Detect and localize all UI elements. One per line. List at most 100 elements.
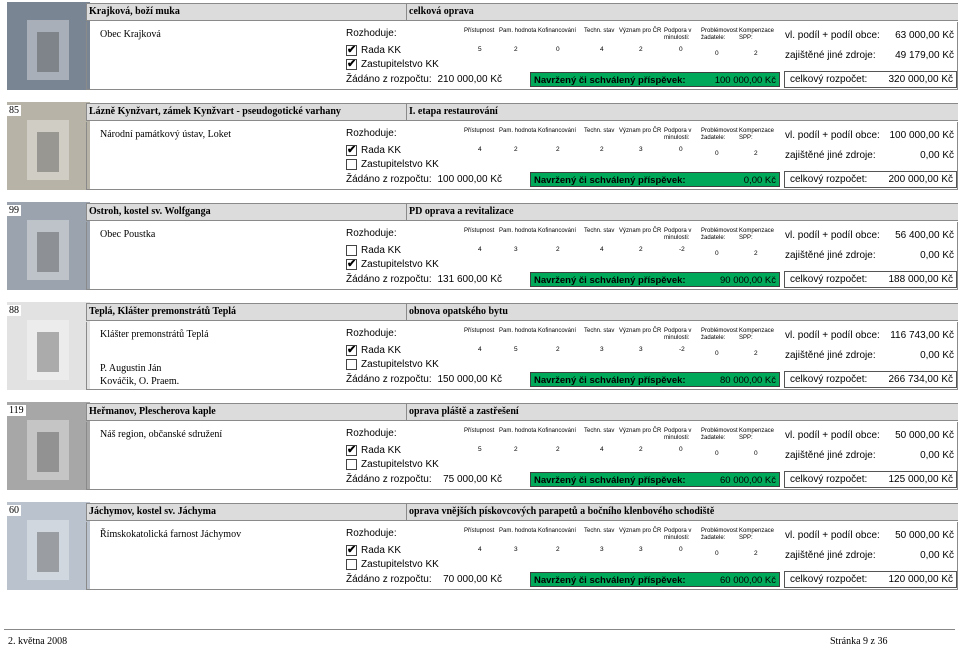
criterion-header: Techn. stav [584, 28, 615, 34]
criterion-score: 0 [679, 46, 683, 53]
decision-zastupitelstvo-row: Zastupitelstvo KK [346, 359, 439, 370]
rada-label: Rada KK [361, 145, 402, 156]
zastupitelstvo-checkbox[interactable] [346, 559, 357, 570]
own-share-label: vl. podíl + podíl obce: [785, 230, 880, 241]
criterion-header: Podpora v minulosti: [664, 228, 692, 241]
requested-label: Žádáno z rozpočtu: [346, 474, 432, 485]
criterion-score: 4 [600, 46, 604, 53]
zastupitelstvo-checkbox[interactable] [346, 57, 357, 70]
decision-rada-row: Rada KK [346, 343, 401, 356]
record-frame [86, 322, 958, 390]
criterion-header: Problémovost žadatele: [701, 228, 738, 241]
criterion-header: Přístupnost [464, 428, 495, 434]
criterion-score: 2 [556, 446, 560, 453]
rada-checkbox[interactable] [346, 143, 357, 156]
criterion-header: Kofinancování [538, 328, 577, 334]
zastupitelstvo-checkbox[interactable] [346, 459, 357, 470]
rada-checkbox[interactable] [346, 43, 357, 56]
criterion-header: Význam pro ČR [619, 128, 662, 134]
total-budget-label: celkový rozpočet: [790, 574, 868, 585]
requested-amount: 210 000,00 Kč [437, 74, 503, 85]
rada-checkbox[interactable] [346, 543, 357, 556]
criterion-score: 5 [478, 446, 482, 453]
criterion-header: Problémovost žadatele: [701, 28, 738, 41]
criterion-header: Pam. hodnota [499, 128, 537, 134]
proposed-label: Navržený či schválený příspěvek: [534, 375, 686, 386]
proposed-label: Navržený či schválený příspěvek: [534, 475, 686, 486]
requested-label: Žádáno z rozpočtu: [346, 74, 432, 85]
criterion-header: Pam. hodnota [499, 328, 537, 334]
proposed-label: Navržený či schválený příspěvek: [534, 175, 686, 186]
decides-label: Rozhoduje: [346, 28, 397, 39]
criterion-score: 2 [556, 546, 560, 553]
criterion-score: 0 [679, 146, 683, 153]
criterion-header: Techn. stav [584, 228, 615, 234]
rada-label: Rada KK [361, 545, 402, 556]
record-frame [86, 122, 958, 190]
zastupitelstvo-label: Zastupitelstvo KK [361, 159, 439, 170]
criterion-header: Kofinancování [538, 28, 577, 34]
monument-photo [7, 202, 90, 290]
monument-photo [7, 502, 90, 590]
decision-rada-row: Rada KK [346, 443, 401, 456]
proposed-contribution-bar: Navržený či schválený příspěvek: 0,00 Kč [530, 172, 780, 187]
rada-checkbox[interactable] [346, 245, 357, 256]
rada-checkbox[interactable] [346, 343, 357, 356]
total-budget-box: celkový rozpočet: 320 000,00 Kč [784, 71, 957, 88]
proposed-contribution-bar: Navržený či schválený příspěvek: 90 000,0… [530, 272, 780, 287]
criterion-header: Pam. hodnota [499, 428, 537, 434]
criterion-header: Pam. hodnota [499, 28, 537, 34]
footer-page-number: Stránka 9 z 36 [830, 636, 888, 647]
own-share-label: vl. podíl + podíl obce: [785, 130, 880, 141]
record-number: 99 [7, 205, 21, 216]
criterion-score: 2 [514, 46, 518, 53]
criterion-score: 3 [639, 146, 643, 153]
decides-label: Rozhoduje: [346, 528, 397, 539]
zastupitelstvo-checkbox[interactable] [346, 359, 357, 370]
monument-name-header: Ostroh, kostel sv. Wolfganga [86, 203, 406, 221]
criterion-score: 2 [556, 246, 560, 253]
monument-name-header: Jáchymov, kostel sv. Jáchyma [86, 503, 406, 521]
total-budget-label: celkový rozpočet: [790, 374, 868, 385]
criterion-header: Kompenzace SPP: [739, 528, 775, 541]
requested-label: Žádáno z rozpočtu: [346, 374, 432, 385]
other-sources-amount: 0,00 Kč [920, 350, 954, 361]
decision-rada-row: Rada KK [346, 543, 402, 556]
total-budget-box: celkový rozpočet: 266 734,00 Kč [784, 371, 957, 388]
criterion-header: Techn. stav [584, 528, 615, 534]
footer-divider [4, 629, 955, 630]
record-block: 99 Ostroh, kostel sv. Wolfganga PD oprava … [4, 200, 958, 294]
criterion-score: 4 [478, 546, 482, 553]
total-budget-amount: 200 000,00 Kč [888, 174, 954, 185]
criterion-score: 0 [715, 250, 719, 257]
rada-checkbox[interactable] [346, 443, 357, 456]
rada-label: Rada KK [361, 245, 402, 256]
requested-amount: 131 600,00 Kč [437, 274, 503, 285]
own-share-amount: 50 000,00 Kč [895, 530, 954, 541]
requested-label: Žádáno z rozpočtu: [346, 174, 432, 185]
other-sources-label: zajištěné jiné zdroje: [785, 450, 876, 461]
decision-rada-row: Rada KK [346, 245, 401, 256]
record-block: Krajková, boží muka celková oprava Obec Kr… [4, 0, 958, 94]
zastupitelstvo-checkbox[interactable] [346, 257, 357, 270]
total-budget-label: celkový rozpočet: [790, 74, 868, 85]
own-share-amount: 100 000,00 Kč [889, 130, 955, 141]
zastupitelstvo-label: Zastupitelstvo KK [361, 459, 439, 470]
proposed-amount: 100 000,00 Kč [714, 75, 776, 86]
criterion-header: Kompenzace SPP: [739, 228, 775, 241]
zastupitelstvo-checkbox[interactable] [346, 159, 357, 170]
zastupitelstvo-label: Zastupitelstvo KK [361, 559, 439, 570]
criterion-header: Podpora v minulosti: [664, 528, 692, 541]
criterion-score: 4 [600, 246, 604, 253]
footer-date: 2. května 2008 [8, 636, 68, 647]
criterion-score: 2 [514, 446, 518, 453]
record-frame [86, 422, 958, 490]
applicant-name: Národní památkový ústav, Loket [100, 129, 231, 140]
criterion-header: Problémovost žadatele: [701, 128, 738, 141]
total-budget-box: celkový rozpočet: 188 000,00 Kč [784, 271, 957, 288]
record-number: 88 [7, 305, 21, 316]
zastupitelstvo-label: Zastupitelstvo KK [361, 359, 439, 370]
project-header: I. etapa restaurování [406, 103, 958, 121]
criterion-score: 4 [478, 246, 482, 253]
criterion-score: 2 [556, 146, 560, 153]
